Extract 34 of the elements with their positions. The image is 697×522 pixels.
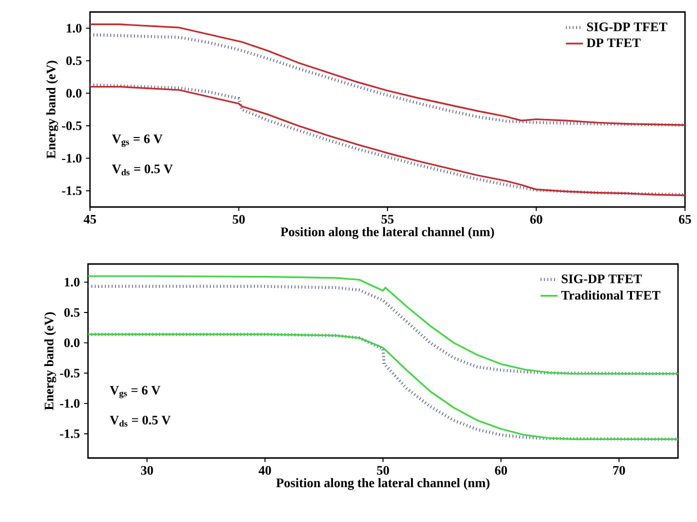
x-tick-label: 50	[232, 215, 245, 224]
annotation: V$_{ds}$ = 0.5 V	[112, 164, 173, 176]
y-tick-label: -1.5	[60, 429, 80, 438]
x-tick-label: 65	[678, 215, 692, 224]
y-tick-label: -0.5	[62, 121, 82, 130]
y-tick-label: 0.0	[64, 338, 80, 348]
y-tick-label: -1.0	[62, 154, 82, 163]
annotation: V$_{gs}$ = 6 V	[112, 134, 163, 147]
y-axis-title: Energy band (eV)	[44, 312, 56, 410]
x-axis-title: Position along the lateral channel (nm)	[280, 227, 494, 239]
x-axis-title: Position along the lateral channel (nm)	[276, 478, 490, 490]
y-tick-label: -1.0	[60, 399, 80, 408]
x-tick-label: 70	[613, 466, 625, 475]
y-axis-title: Energy band (eV)	[46, 60, 58, 159]
y-tick-label: 1.0	[66, 24, 82, 33]
x-tick-label: 45	[84, 214, 96, 224]
y-tick-label: -0.5	[60, 368, 80, 378]
legend-label: Traditional TFET	[561, 290, 660, 300]
annotation: V$_{ds}$ = 0.5 V	[110, 416, 171, 427]
x-tick-label: 40	[258, 466, 271, 475]
legend-label: SIG-DP TFET	[587, 22, 668, 32]
x-tick-label: 30	[141, 466, 153, 475]
y-tick-label: 0.5	[66, 56, 82, 66]
y-tick-label: -1.5	[62, 186, 82, 196]
x-tick-label: 60	[530, 215, 542, 224]
y-tick-label: 0.0	[66, 88, 82, 98]
annotation: V$_{gs}$ = 6 V	[110, 386, 160, 398]
x-tick-label: 60	[494, 466, 507, 475]
y-tick-label: 0.5	[64, 308, 80, 317]
y-tick-label: 1.0	[64, 278, 80, 287]
x-tick-label: 50	[377, 466, 389, 475]
legend-label: SIG-DP TFET	[562, 274, 642, 284]
x-tick-label: 55	[382, 214, 394, 224]
legend-label: DP TFET	[586, 38, 641, 48]
